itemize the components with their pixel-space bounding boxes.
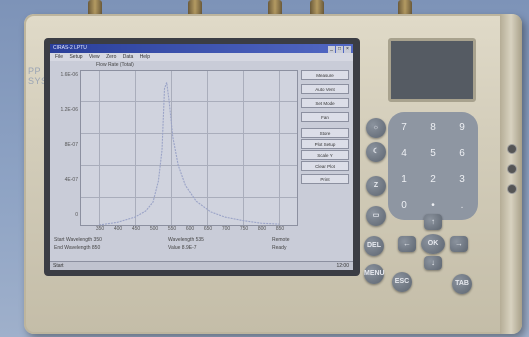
tab-key[interactable]: TAB [452,274,472,294]
menu-help[interactable]: Help [139,54,150,60]
close-button[interactable]: × [344,46,351,53]
key-9[interactable]: 9 [459,122,465,133]
plot-setup-button[interactable]: Plot Setup [301,139,349,149]
store-button[interactable]: Store [301,128,349,138]
series-line-0 [98,82,280,225]
numeric-keypad: 7 8 9 4 5 6 1 2 3 0 • . [388,112,478,220]
menu-file[interactable]: File [55,54,64,60]
x-tick-label: 650 [203,226,213,232]
clear-plot-button[interactable]: Clear Plot [301,161,349,171]
key-0[interactable]: 0 [401,200,407,211]
side-port [507,144,517,154]
ok-key[interactable]: OK [421,234,445,254]
taskbar-clock: 12:00 [336,263,349,269]
key-decimal[interactable]: . [460,200,464,211]
arrow-up-key[interactable]: ↑ [424,214,442,230]
zero-key[interactable]: Z [366,176,386,196]
y-tick-label: 1.2E-06 [60,107,78,113]
contrast-key[interactable]: ☾ [366,142,386,162]
status-wavelength: Wavelength 535 [168,237,204,243]
key-1[interactable]: 1 [401,174,407,185]
fan-button[interactable]: Fan [301,112,349,122]
arrow-left-key[interactable]: ← [398,236,416,252]
taskbar: Start 12:00 [50,261,353,270]
y-tick-label: 1.6E-06 [60,72,78,78]
key-4[interactable]: 4 [401,148,407,159]
status-remote: Remote [272,237,290,243]
plot-caption: Flow Rate (Total) [96,62,134,68]
print-button[interactable]: Print [301,174,349,184]
key-8[interactable]: 8 [430,122,436,133]
y-tick-label: 0 [75,212,78,218]
x-tick-label: 450 [131,226,141,232]
x-tick-label: 400 [113,226,123,232]
status-start-wavelength: Start Wavelength 350 [54,237,102,243]
x-tick-label: 850 [275,226,285,232]
spectrum-chart [98,82,280,225]
menu-key[interactable]: MENU [364,264,385,284]
set-mode-button[interactable]: Set Mode [301,98,349,108]
side-port [507,164,517,174]
window-titlebar: CIRAS-2 LPTU _ □ × [50,44,353,53]
key-3[interactable]: 3 [459,174,465,185]
x-tick-label: 550 [167,226,177,232]
key-6[interactable]: 6 [459,148,465,159]
y-tick-label: 4E-07 [64,177,78,183]
menu-data[interactable]: Data [122,54,134,60]
y-tick-label: 8E-07 [64,142,78,148]
status-value: Value 8.9E-7 [168,245,197,251]
x-tick-label: 800 [257,226,267,232]
del-key[interactable]: DEL [364,236,384,256]
side-port [507,184,517,194]
status-end-wavelength: End Wavelength 850 [54,245,101,251]
aux-lcd-display [388,38,476,102]
brightness-up-key[interactable]: ☼ [366,118,386,138]
measure-button[interactable]: Measure [301,70,349,80]
key-7[interactable]: 7 [401,122,407,133]
maximize-button[interactable]: □ [336,46,343,53]
start-button[interactable]: Start [53,263,64,269]
device-side-edge [500,14,522,334]
x-tick-label: 500 [149,226,159,232]
menu-setup[interactable]: Setup [69,54,83,60]
screen-key[interactable]: ▭ [366,206,386,226]
x-tick-label: 350 [95,226,105,232]
key-2[interactable]: 2 [430,174,436,185]
arrow-right-key[interactable]: → [450,236,468,252]
window-title: CIRAS-2 LPTU [53,45,87,51]
key-5[interactable]: 5 [430,148,436,159]
esc-key[interactable]: ESC [392,272,412,292]
x-tick-label: 600 [185,226,195,232]
key-dot[interactable]: • [431,200,435,211]
x-tick-label: 700 [221,226,231,232]
app-window: CIRAS-2 LPTU _ □ × File Setup View Zero Da… [50,44,353,270]
spectrum-plot [80,70,298,226]
status-ready: Ready [272,245,287,251]
menu-view[interactable]: View [88,54,100,60]
brand-line: PP [28,66,42,76]
navigation-pad: ↑ ← OK → ↓ [394,214,472,270]
menu-zero[interactable]: Zero [106,54,117,60]
auto-vent-button[interactable]: Auto Vent [301,84,349,94]
arrow-down-key[interactable]: ↓ [424,256,442,270]
scale-y-button[interactable]: Scale Y [301,150,349,160]
x-tick-label: 750 [239,226,249,232]
minimize-button[interactable]: _ [328,46,335,53]
menu-bar: File Setup View Zero Data Help [50,53,353,61]
